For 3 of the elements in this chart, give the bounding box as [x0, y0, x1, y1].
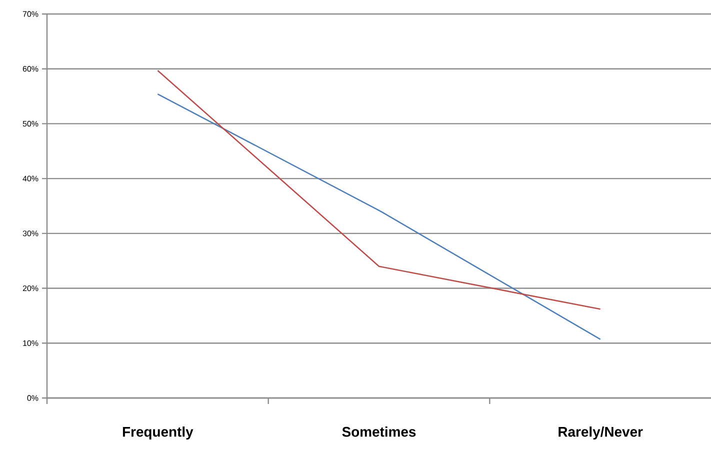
x-tick-label: Frequently [122, 426, 194, 440]
x-tick-label: Rarely/Never [558, 426, 643, 440]
x-tick-label: Sometimes [342, 426, 416, 437]
